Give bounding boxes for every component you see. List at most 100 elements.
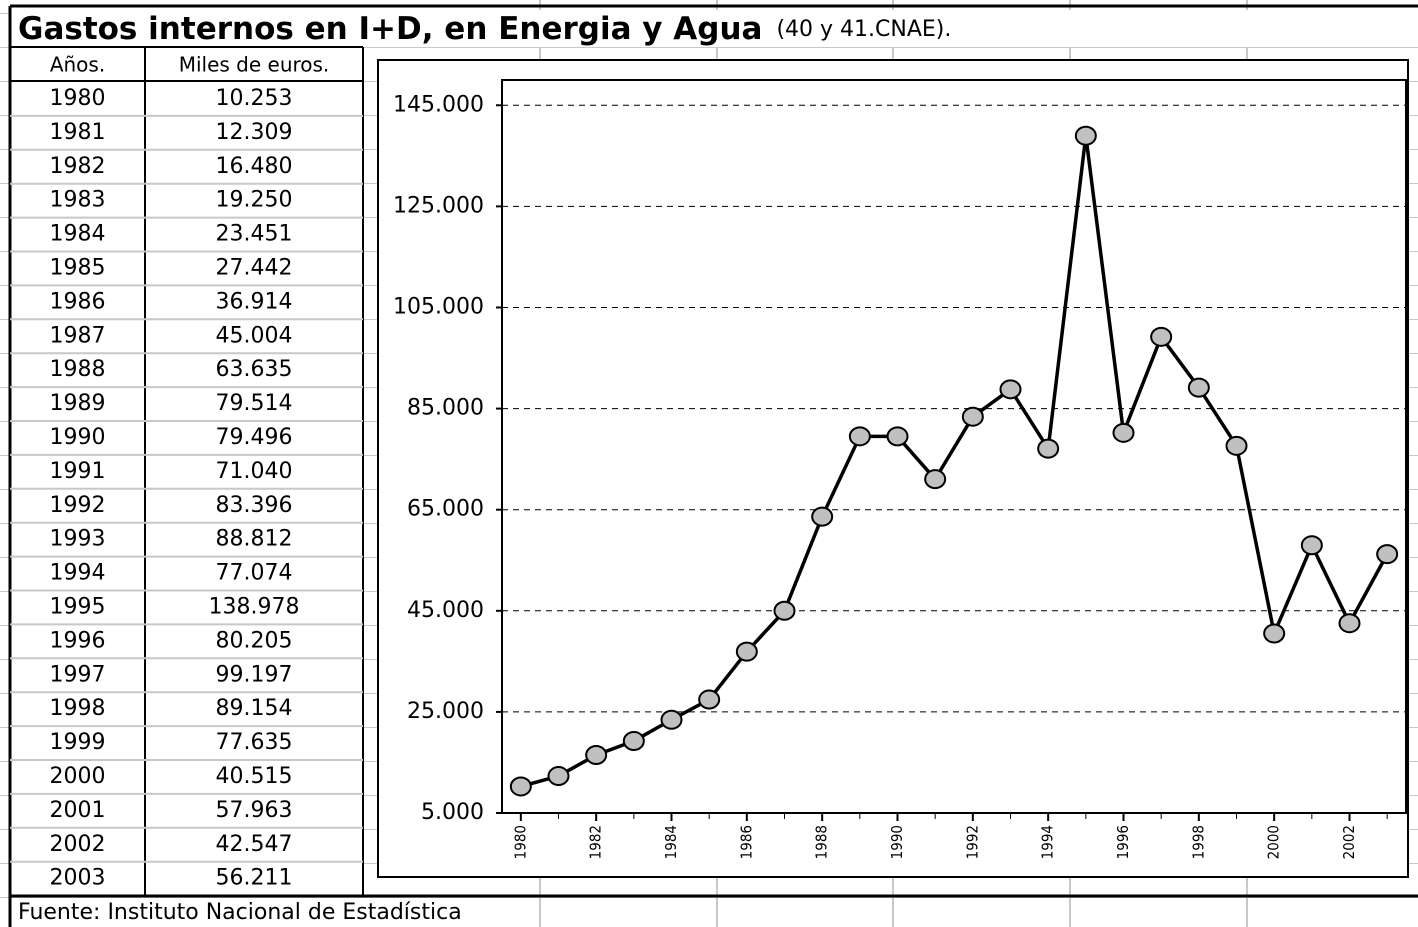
marker [1263, 623, 1286, 644]
cell: 1984 [50, 222, 106, 247]
cell: 1985 [50, 255, 106, 280]
marker [1150, 326, 1173, 347]
cell: 2000 [50, 764, 106, 789]
y-tick-label: 5.000 [421, 800, 484, 825]
source: Fuente: Instituto Nacional de Estadístic… [18, 900, 462, 925]
marker [622, 730, 645, 751]
cell: 23.451 [216, 222, 293, 247]
x-tick-label: 1998 [1189, 825, 1207, 859]
title-main: Gastos internos en I+D, en Energia y Agu… [18, 11, 762, 47]
y-tick-label: 45.000 [407, 598, 484, 623]
cell: 80.205 [216, 628, 293, 653]
marker [547, 766, 570, 787]
marker [961, 406, 984, 427]
cell: 19.250 [216, 188, 293, 213]
cell: 1981 [50, 120, 106, 145]
cell: 10.253 [216, 86, 293, 111]
cell: 40.515 [216, 764, 293, 789]
cell: 1986 [50, 289, 106, 314]
cell: 1988 [50, 357, 106, 382]
marker [924, 469, 947, 490]
cell: 1996 [50, 628, 106, 653]
x-tick-label: 1992 [963, 825, 981, 859]
x-tick-label: 1980 [511, 825, 529, 859]
x-tick-label: 1996 [1114, 825, 1132, 859]
marker [848, 426, 871, 447]
cell: 63.635 [216, 357, 293, 382]
table: Años. Miles de euros. 1980 10.253 1981 12.309… [10, 46, 364, 896]
marker [1112, 422, 1135, 443]
cell: 45.004 [216, 323, 293, 348]
cell: 1999 [50, 730, 106, 755]
y-tick-label: 65.000 [407, 497, 484, 522]
marker [999, 379, 1022, 400]
x-tick-label: 1986 [737, 825, 755, 859]
cell: 88.812 [216, 527, 293, 552]
cell: 1983 [50, 188, 106, 213]
cell: 56.211 [216, 866, 293, 891]
cell: 1982 [50, 154, 106, 179]
marker [698, 689, 721, 710]
cell: 79.514 [216, 391, 293, 416]
cell: 12.309 [216, 120, 293, 145]
marker [1037, 438, 1060, 459]
marker [1187, 377, 1210, 398]
y-tick-label: 85.000 [407, 396, 484, 421]
cell: 2002 [50, 832, 106, 857]
cell: 1998 [50, 696, 106, 721]
x-tick-label: 1984 [662, 825, 680, 859]
cell: 1997 [50, 662, 106, 687]
subtitle: (40 y 41.CNAE). [776, 17, 951, 42]
cell: 77.074 [216, 561, 293, 586]
marker [509, 776, 532, 797]
marker [735, 641, 758, 662]
cell: 16.480 [216, 154, 293, 179]
table-band [10, 47, 363, 896]
cell: 1980 [50, 86, 106, 111]
cell: 1991 [50, 459, 106, 484]
marker [773, 600, 796, 621]
header-cell: Años. [50, 53, 105, 77]
marker [585, 744, 608, 765]
title: Gastos internos en I+D, en Energia y Agu… [18, 11, 951, 47]
cell: 71.040 [216, 459, 293, 484]
cell: 1994 [50, 561, 106, 586]
y-tick-label: 25.000 [407, 699, 484, 724]
x-tick-label: 2002 [1340, 825, 1358, 859]
marker [1225, 435, 1248, 456]
marker [886, 426, 909, 447]
x-tick-label: 1990 [888, 825, 906, 859]
x-tick-label: 1994 [1039, 825, 1057, 859]
cell: 138.978 [209, 594, 300, 619]
cell: 1992 [50, 493, 106, 518]
cell: 2003 [50, 866, 106, 891]
title-band [10, 10, 1418, 47]
cell: 2001 [50, 798, 106, 823]
cell: 79.496 [216, 425, 293, 450]
cell: 89.154 [216, 696, 293, 721]
cell: 1989 [50, 391, 106, 416]
cell: 27.442 [216, 255, 293, 280]
cell: 1995 [50, 594, 106, 619]
cell: 36.914 [216, 289, 293, 314]
marker [1300, 535, 1323, 556]
y-tick-label: 105.000 [393, 294, 484, 319]
header-cell: Miles de euros. [179, 53, 330, 77]
marker [660, 709, 683, 730]
marker [1338, 613, 1361, 634]
x-tick-label: 2000 [1265, 825, 1283, 859]
cell: 1990 [50, 425, 106, 450]
marker [1376, 544, 1399, 565]
x-tick-label: 1982 [587, 825, 605, 859]
cell: 1993 [50, 527, 106, 552]
y-tick-label: 145.000 [393, 92, 484, 117]
y-tick-label: 125.000 [393, 193, 484, 218]
cell: 77.635 [216, 730, 293, 755]
cell: 42.547 [216, 832, 293, 857]
cell: 83.396 [216, 493, 293, 518]
cell: 99.197 [216, 662, 293, 687]
x-tick-label: 1988 [813, 825, 831, 859]
marker [1074, 125, 1097, 146]
